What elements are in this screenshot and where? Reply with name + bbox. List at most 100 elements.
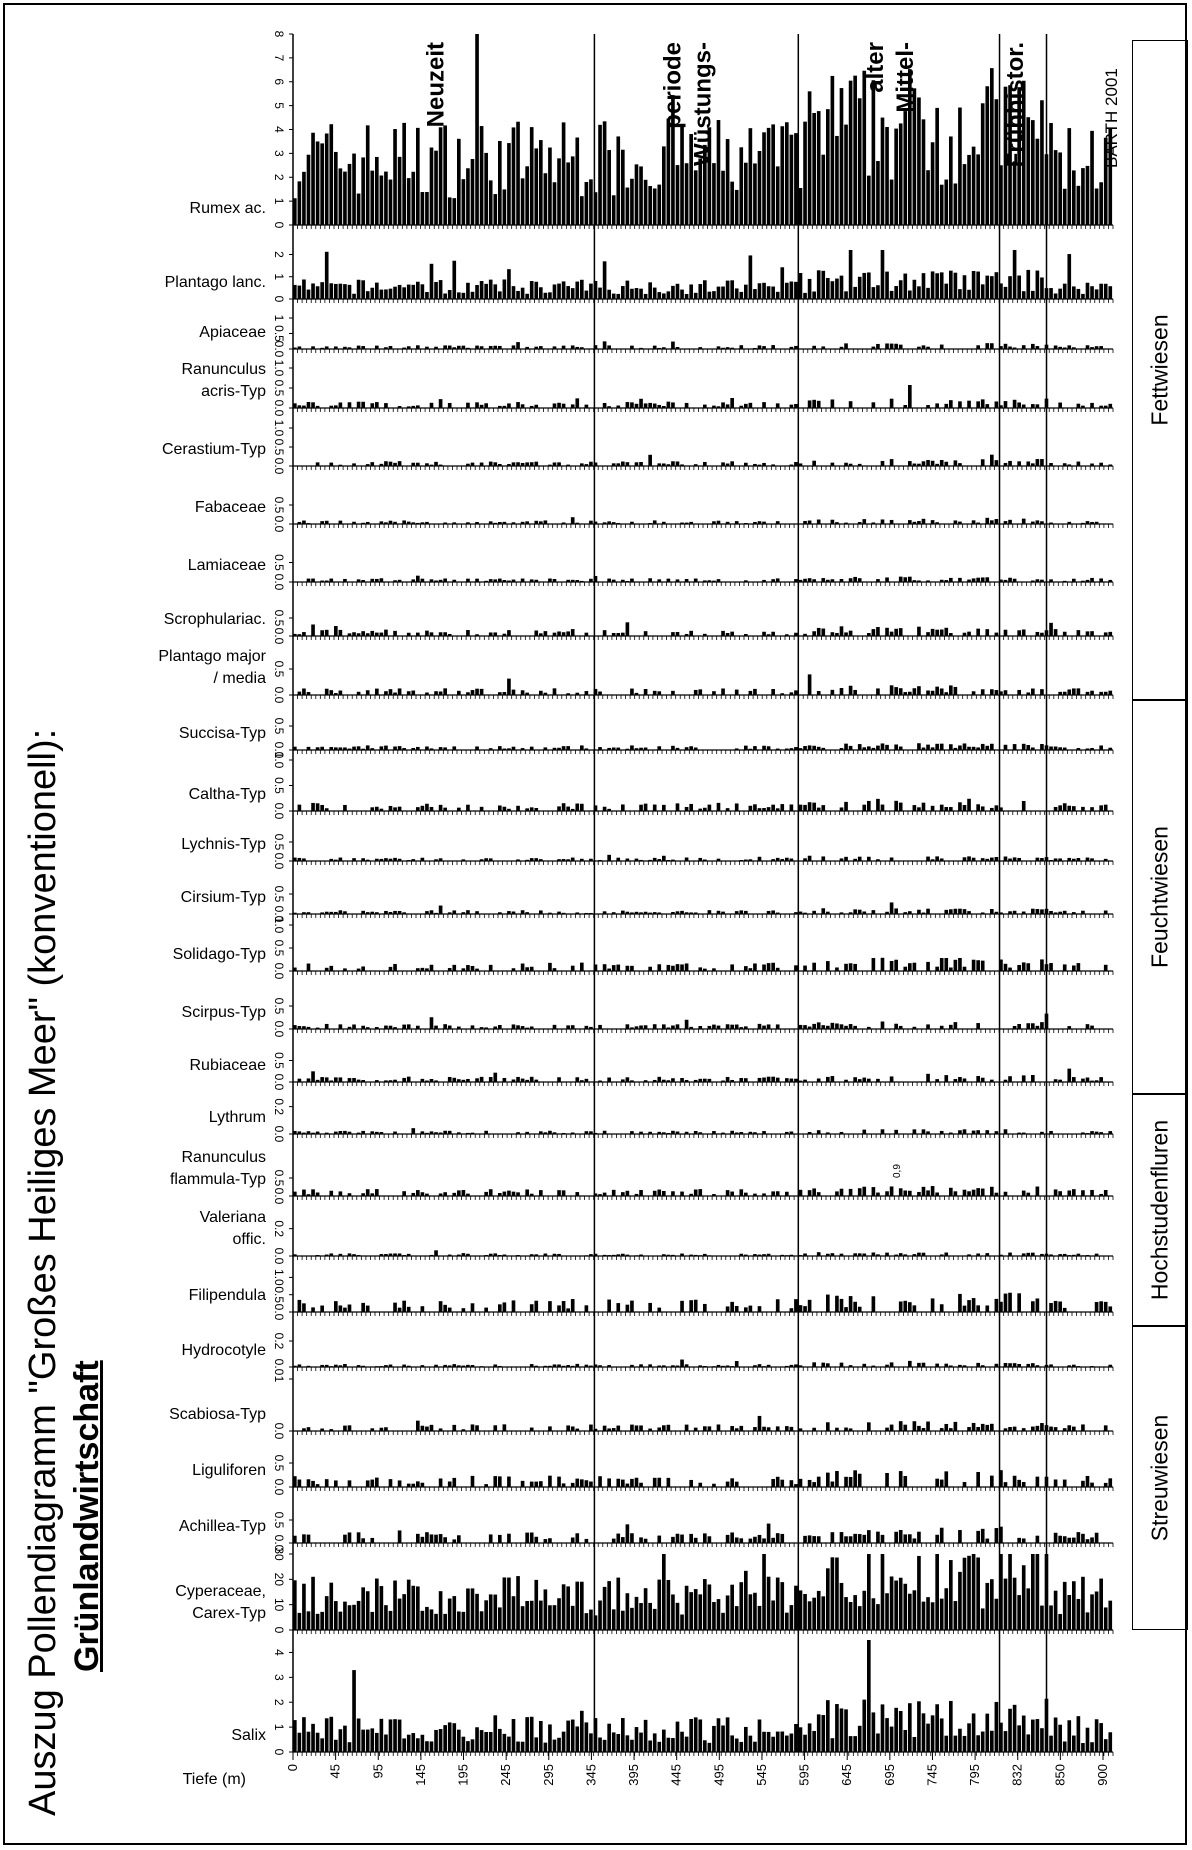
bar-apiaceae [990, 343, 994, 349]
bar-scrophulariac [867, 633, 871, 636]
bar-rubiaceae [844, 1079, 848, 1082]
bar-scirpus-typ [625, 1024, 630, 1029]
bar-lamiaceae [443, 578, 447, 582]
bar-solidago-typ [666, 964, 671, 971]
bar-plantago-major-media [434, 691, 438, 695]
y-tick-label-rumex-ac: 1 [272, 198, 286, 205]
bar-succisa-typ [475, 746, 479, 750]
bar-cerastium-typ [611, 463, 616, 466]
bar-lamiaceae [803, 578, 807, 582]
bar-solidago-typ [511, 968, 516, 971]
bar-succisa-typ [338, 747, 343, 750]
bar-succisa-typ [443, 747, 447, 750]
bar-rumex-ac [397, 156, 402, 225]
bar-scirpus-typ [525, 1027, 529, 1029]
bar-plantago-lanc [876, 285, 880, 299]
bar-plantago-major-media [393, 692, 397, 695]
bar-rubiaceae [557, 1077, 561, 1082]
bar-succisa-typ [365, 745, 370, 750]
series-label-plantago-lanc: Plantago lanc. [165, 274, 266, 291]
bar-scrophulariac [976, 628, 980, 636]
bar-rumex-ac [739, 147, 744, 225]
bar-plantago-major-media [324, 688, 329, 695]
bar-lamiaceae [775, 578, 780, 582]
bar-cerastium-typ [958, 463, 962, 466]
bar-scrophulariac [721, 630, 725, 636]
bar-cerastium-typ [762, 462, 766, 466]
y-tick-label-cerastium-typ: 0.5 [272, 439, 286, 456]
bar-cerastium-typ [857, 463, 862, 466]
bar-succisa-typ [798, 748, 803, 750]
bar-cerastium-typ [557, 462, 561, 466]
bar-lamiaceae [917, 580, 921, 582]
bar-caltha-typ [375, 806, 379, 811]
bar-solidago-typ [771, 962, 775, 971]
bar-apiaceae [406, 346, 411, 349]
bar-lychnis-typ [889, 857, 894, 861]
bar-scrophulariac [447, 634, 452, 636]
bar-cirsium-typ [707, 910, 712, 914]
bar-succisa-typ [1031, 747, 1035, 750]
bar-scirpus-typ [1026, 1023, 1031, 1029]
bar-cerastium-typ [625, 462, 630, 466]
bar-plantago-major-media [334, 693, 338, 695]
bar-scrophulariac [1044, 630, 1049, 636]
bar-cerastium-typ [844, 462, 848, 466]
bar-fabaceae [411, 522, 416, 524]
y-tick-label-cirsium-typ: 0.0 [272, 906, 286, 923]
bar-rumex-ac [730, 181, 734, 225]
bar-rubiaceae [356, 1079, 361, 1082]
bar-lychnis-typ [757, 856, 762, 861]
bar-rumex-ac [976, 154, 980, 225]
bar-scrophulariac [443, 632, 447, 636]
bar-rumex-ac [457, 138, 461, 225]
bar-fabaceae [871, 522, 876, 524]
bar-cerastium-typ [671, 461, 675, 466]
y-tick-label-lamiaceae: 0.5 [272, 554, 286, 571]
bar-rumex-ac [789, 134, 794, 225]
bar-solidago-typ [429, 964, 434, 971]
bar-rumex-ac [1021, 80, 1026, 226]
bar-solidago-typ [748, 968, 753, 971]
bar-scrophulariac [684, 634, 689, 636]
bar-solidago-typ [980, 960, 985, 971]
y-tick-label-rubiaceae: 0.0 [272, 1074, 286, 1091]
bar-scrophulariac [1076, 630, 1081, 636]
bar-lychnis-typ [990, 857, 994, 861]
bar-cerastium-typ [889, 459, 894, 466]
bar-caltha-typ [1067, 805, 1072, 811]
bar-ranunculus-acris-typ [447, 402, 452, 408]
bar-rubiaceae [384, 1080, 388, 1082]
bar-cerastium-typ [488, 461, 493, 466]
bar-plantago-major-media [898, 688, 903, 695]
bar-succisa-typ [584, 748, 589, 750]
bar-scrophulariac [502, 633, 507, 636]
bar-succisa-typ [976, 747, 980, 750]
bar-caltha-typ [502, 806, 507, 811]
bar-rubiaceae [693, 1079, 698, 1082]
bar-rubiaceae [707, 1078, 712, 1082]
bar-fabaceae [520, 521, 525, 524]
bar-scrophulariac [725, 632, 730, 636]
bar-cirsium-typ [621, 910, 625, 914]
bar-rubiaceae [857, 1079, 862, 1082]
bar-succisa-typ [598, 747, 602, 750]
bar-cirsium-typ [525, 912, 529, 914]
bar-lychnis-typ [293, 857, 297, 861]
bar-rubiaceae [926, 1073, 930, 1082]
bar-plantago-lanc [689, 284, 693, 299]
bar-cerastium-typ [511, 462, 516, 466]
bar-cerastium-typ [757, 464, 762, 466]
bar-rumex-ac [744, 162, 748, 225]
bar-lychnis-typ [1012, 857, 1017, 861]
bar-fabaceae [1067, 521, 1072, 524]
bar-cerastium-typ [753, 463, 757, 466]
bar-cerastium-typ [379, 463, 384, 466]
bar-lychnis-typ [529, 858, 534, 861]
bar-rubiaceae [684, 1080, 689, 1082]
bar-rubiaceae [990, 1079, 994, 1082]
bar-succisa-typ [425, 746, 429, 750]
bar-lychnis-typ [534, 858, 539, 861]
bar-rumex-ac [461, 179, 466, 225]
bar-scirpus-typ [293, 1025, 297, 1029]
